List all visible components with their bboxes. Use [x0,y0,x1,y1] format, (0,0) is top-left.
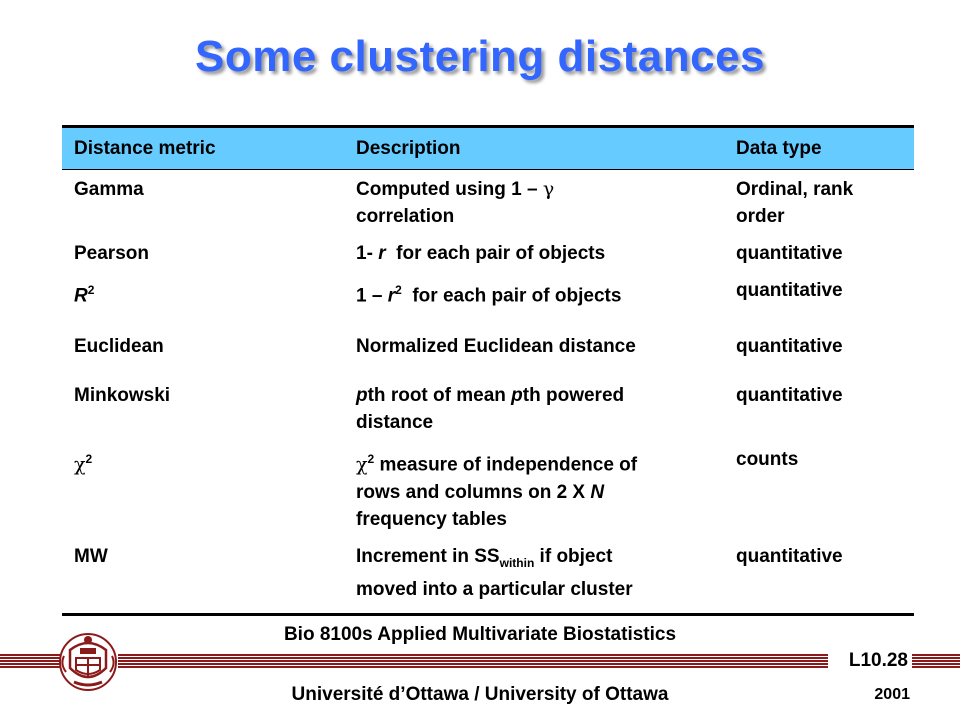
data-type-cell: quantitative [736,385,843,407]
table-row: χ2 χ2 measure of independence of rows and… [62,440,914,536]
table-row: R2 1 – r2 for each pair of objects quant… [62,271,914,313]
footer-divider-right [912,654,960,668]
footer-divider-left [0,654,60,668]
metric-cell: MW [62,536,344,617]
data-type-cell: quantitative [736,243,843,264]
table-row: Euclidean Normalized Euclidean distance … [62,313,914,364]
page-title: Some clustering distances [194,32,766,81]
description-cell: χ2 measure of independence of rows and co… [356,452,638,530]
data-type-cell: Ordinal, rank order [736,179,854,227]
column-header-description: Description [344,125,724,170]
table-row: Minkowski pth root of mean pth powered di… [62,364,914,440]
metric-cell: χ2 [74,452,93,476]
description-cell: Computed using 1 – γ correlation [356,178,555,227]
metric-cell: R2 [74,283,95,307]
table-row: MW Increment in SSwithin if object moved … [62,536,914,617]
description-cell: 1 – r2 for each pair of objects [356,283,622,307]
column-header-metric: Distance metric [62,125,344,170]
footer-divider-middle [118,654,828,668]
university-name: Université d’Ottawa / University of Otta… [291,684,669,705]
description-cell: Increment in SSwithin if object moved int… [344,536,724,617]
table-row: Pearson 1- r for each pair of objects qu… [62,234,914,271]
description-cell: pth root of mean pth powered distance [356,385,625,434]
table-header-row: Distance metric Description Data type [62,125,914,170]
distances-table: Distance metric Description Data type Ga… [62,125,914,617]
description-cell: Normalized Euclidean distance [356,336,636,358]
metric-cell: Pearson [74,243,149,264]
description-cell: 1- r for each pair of objects [356,243,606,264]
data-type-cell: counts [736,449,799,471]
data-type-cell: quantitative [736,336,843,358]
table-row: Gamma Computed using 1 – γ correlation Or… [62,170,914,235]
metric-cell: Minkowski [74,385,171,407]
metric-cell: Euclidean [74,336,164,358]
metric-cell: Gamma [74,179,144,200]
data-type-cell: quantitative [724,536,914,617]
data-type-cell: quantitative [736,280,843,301]
column-header-data-type: Data type [724,125,914,170]
course-title: Bio 8100s Applied Multivariate Biostatis… [283,624,677,645]
slide-number: L10.28 [846,650,910,672]
university-crest-icon [59,633,117,691]
year: 2001 [874,686,910,703]
